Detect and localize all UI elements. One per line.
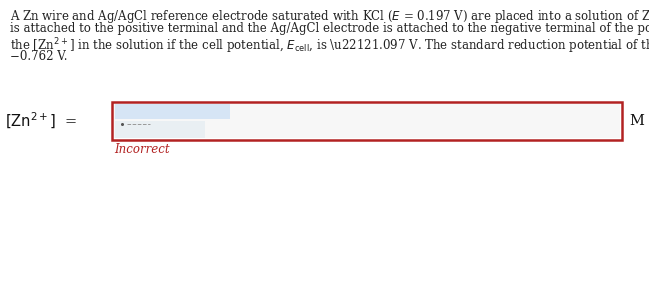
Text: −0.762 V.: −0.762 V. (10, 50, 67, 63)
Bar (112, 102, 622, 140)
Text: $[\mathrm{Zn}^{2+}]$  =: $[\mathrm{Zn}^{2+}]$ = (5, 111, 77, 131)
Text: A Zn wire and Ag/AgCl reference electrode saturated with KCl ($E$ = 0.197 V) are: A Zn wire and Ag/AgCl reference electrod… (10, 8, 649, 25)
Bar (115, 121, 205, 138)
Text: is attached to the positive terminal and the Ag/AgCl electrode is attached to th: is attached to the positive terminal and… (10, 22, 649, 35)
Text: the [Zn$^{2+}$] in the solution if the cell potential, $E_{\rm cell}$, is \u2212: the [Zn$^{2+}$] in the solution if the c… (10, 36, 649, 56)
Text: M: M (629, 114, 644, 128)
Text: Incorrect: Incorrect (114, 143, 169, 156)
Bar (114, 104, 620, 138)
Bar (115, 104, 230, 119)
